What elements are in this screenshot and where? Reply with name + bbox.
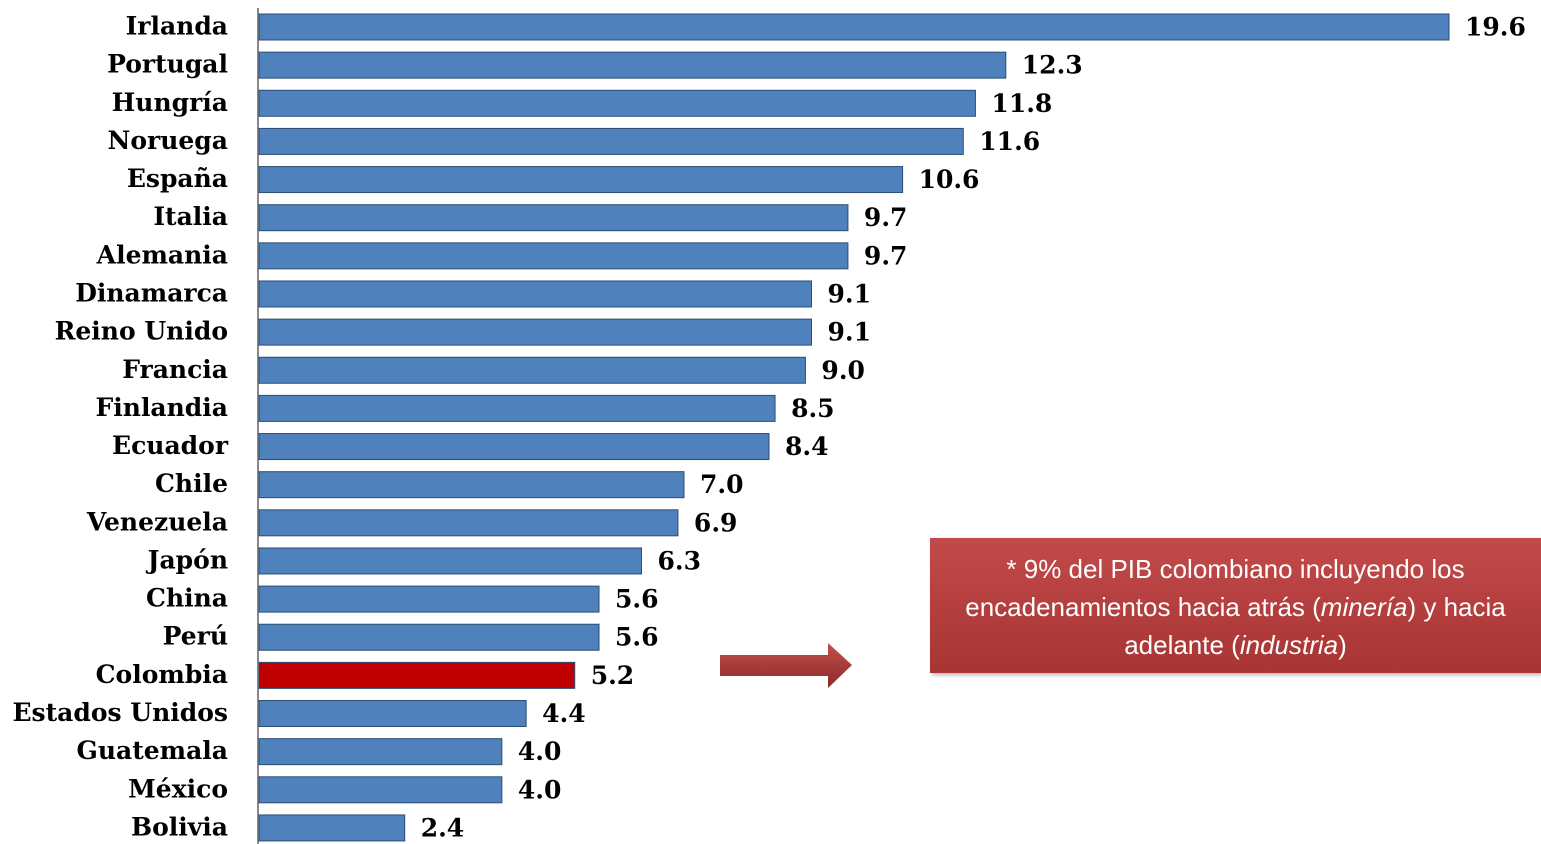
category-label: Estados Unidos	[12, 698, 228, 727]
bar	[258, 166, 904, 194]
value-label: 4.0	[518, 737, 562, 766]
category-label: Ecuador	[112, 431, 229, 460]
value-label: 8.4	[785, 432, 829, 461]
value-label: 19.6	[1465, 13, 1526, 42]
value-label: 4.4	[542, 699, 586, 728]
annotation-text: minería	[1320, 592, 1408, 622]
category-label: Finlandia	[96, 393, 228, 422]
bar	[258, 623, 600, 651]
bar	[258, 318, 812, 346]
value-label: 10.6	[919, 165, 980, 194]
category-label: Japón	[146, 545, 228, 574]
annotation-text: industria	[1239, 630, 1339, 660]
bar	[258, 585, 600, 613]
value-label: 5.6	[615, 585, 659, 614]
category-label: Bolivia	[131, 812, 228, 841]
bar	[258, 51, 1007, 79]
category-label: Guatemala	[76, 736, 228, 765]
bar	[258, 204, 849, 232]
value-label: 9.1	[828, 279, 872, 308]
bar	[258, 356, 806, 384]
category-label: China	[146, 584, 228, 613]
value-label: 4.0	[518, 775, 562, 804]
bar	[258, 814, 406, 842]
category-label: Reino Unido	[55, 317, 228, 346]
value-label: 7.0	[700, 470, 744, 499]
value-label: 8.5	[791, 394, 835, 423]
annotation-text: )	[1338, 630, 1347, 660]
value-label: 12.3	[1022, 51, 1083, 80]
bar	[258, 280, 812, 308]
value-label: 6.9	[694, 508, 738, 537]
value-label: 6.3	[658, 546, 702, 575]
category-label: México	[128, 774, 228, 803]
annotation-text: * 9% del PIB colombiano incluyendo los e…	[965, 554, 1465, 622]
value-label: 5.2	[591, 661, 635, 690]
bar	[258, 127, 964, 155]
bar	[258, 471, 685, 499]
category-label: Venezuela	[86, 507, 228, 536]
value-label: 5.6	[615, 623, 659, 652]
bar	[258, 394, 776, 422]
category-label: Perú	[163, 622, 228, 651]
annotation-text: ) y hacia adelante (	[1124, 592, 1506, 660]
category-label: Francia	[122, 355, 228, 384]
bar	[258, 13, 1450, 41]
value-label: 9.0	[821, 356, 865, 385]
bar	[258, 509, 679, 537]
category-label: Colombia	[96, 660, 228, 689]
value-label: 9.7	[864, 241, 908, 270]
value-label: 11.8	[991, 89, 1052, 118]
category-label: Chile	[155, 469, 228, 498]
bar	[258, 700, 527, 728]
value-label: 11.6	[979, 127, 1040, 156]
category-label: Irlanda	[126, 12, 228, 41]
value-label: 9.1	[828, 318, 872, 347]
category-label: Noruega	[108, 126, 228, 155]
bar	[258, 547, 642, 575]
bar	[258, 89, 976, 117]
category-label: Italia	[153, 202, 228, 231]
bar	[258, 242, 849, 270]
value-label: 9.7	[864, 203, 908, 232]
annotation: * 9% del PIB colombiano incluyendo los e…	[930, 538, 1541, 673]
category-label: Portugal	[107, 50, 228, 79]
category-label: España	[127, 164, 228, 193]
bar	[258, 661, 576, 689]
category-label: Dinamarca	[75, 278, 228, 307]
bar	[258, 738, 503, 766]
bar	[258, 776, 503, 804]
value-label: 2.4	[421, 813, 465, 842]
category-label: Alemania	[96, 240, 228, 269]
category-label: Hungría	[112, 88, 228, 117]
bar	[258, 433, 770, 461]
arrow	[720, 643, 852, 688]
